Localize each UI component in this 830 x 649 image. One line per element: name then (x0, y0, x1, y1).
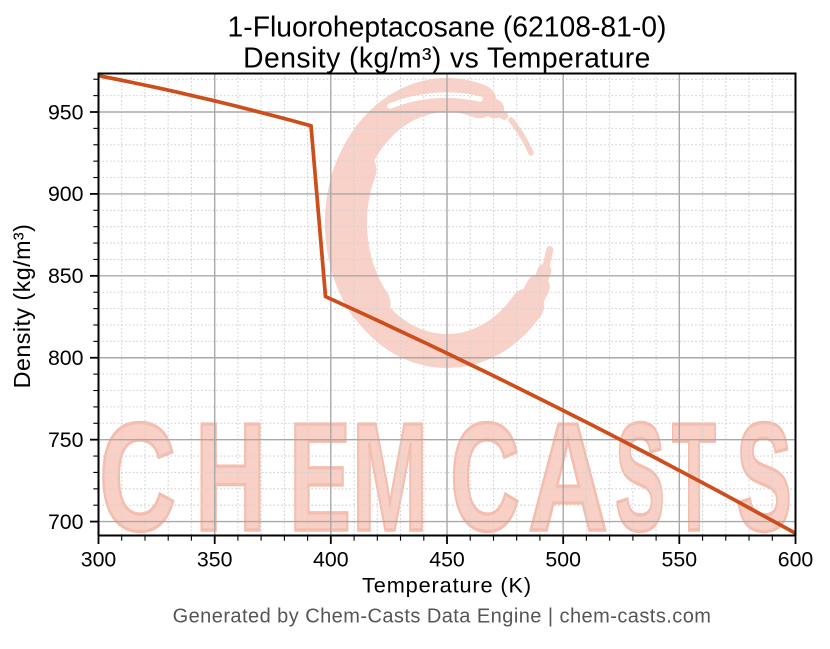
svg-text:700: 700 (48, 510, 84, 534)
svg-text:S: S (736, 391, 792, 563)
svg-text:1-Fluoroheptacosane (62108-81-: 1-Fluoroheptacosane (62108-81-0) (228, 11, 667, 43)
svg-text:350: 350 (197, 548, 233, 572)
svg-text:300: 300 (81, 548, 117, 572)
svg-text:Density (kg/m³) vs Temperature: Density (kg/m³) vs Temperature (243, 41, 651, 73)
svg-text:Temperature (K): Temperature (K) (362, 573, 532, 598)
svg-text:M: M (352, 391, 428, 563)
svg-text:900: 900 (48, 182, 84, 206)
svg-text:800: 800 (48, 346, 84, 370)
svg-text:750: 750 (48, 428, 84, 452)
svg-text:Generated by Chem-Casts Data E: Generated by Chem-Casts Data Engine | ch… (173, 606, 712, 628)
svg-text:850: 850 (48, 264, 84, 288)
svg-text:450: 450 (429, 548, 465, 572)
svg-text:A: A (528, 391, 608, 563)
svg-text:C: C (450, 391, 520, 563)
svg-text:E: E (289, 391, 351, 563)
svg-text:600: 600 (778, 548, 814, 572)
svg-text:C: C (99, 391, 176, 563)
svg-text:Density (kg/m³): Density (kg/m³) (9, 224, 35, 389)
svg-text:H: H (195, 391, 266, 563)
svg-text:S: S (615, 391, 665, 563)
svg-text:950: 950 (48, 100, 84, 124)
svg-text:550: 550 (662, 548, 698, 572)
svg-text:500: 500 (545, 548, 581, 572)
svg-text:400: 400 (313, 548, 349, 572)
